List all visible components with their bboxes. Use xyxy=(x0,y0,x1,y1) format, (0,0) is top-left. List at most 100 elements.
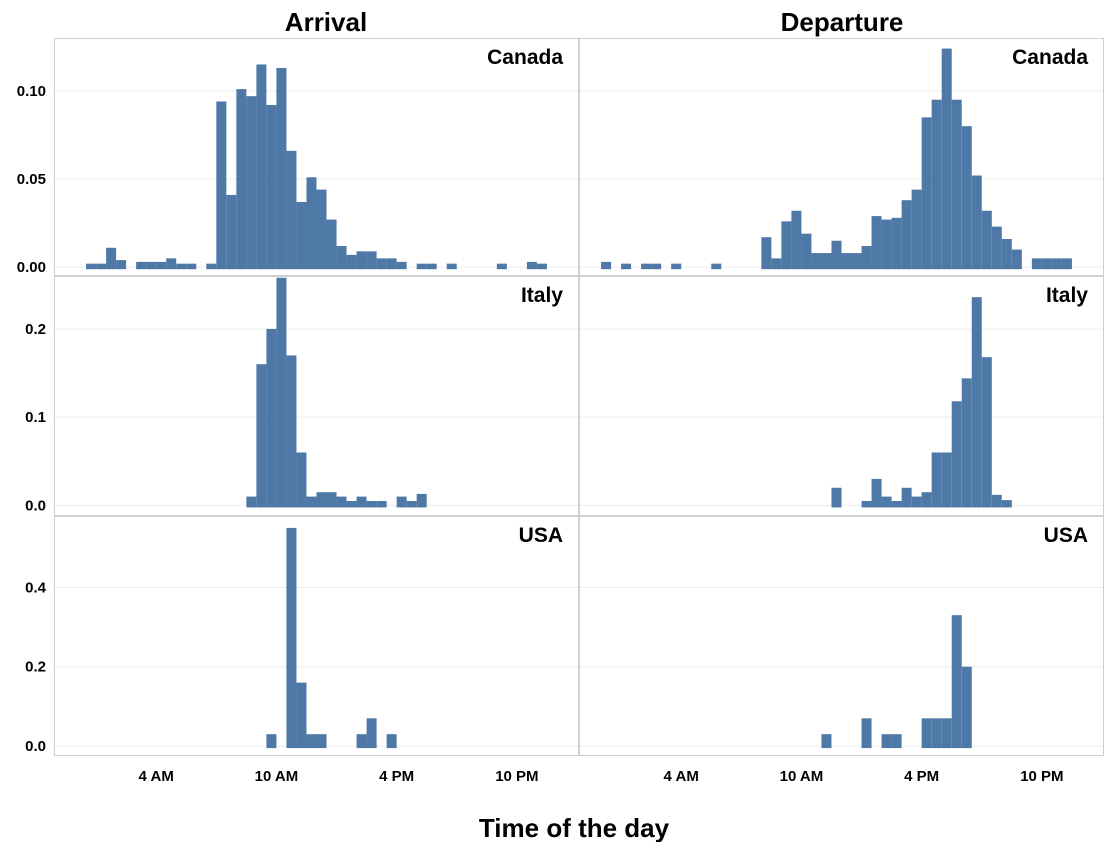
bar-departure-canada-7 xyxy=(771,258,782,270)
column-title-arrival: Arrival xyxy=(285,7,367,37)
panel-label-departure-italy: Italy xyxy=(1046,284,1088,307)
y-tick-label-usa-0: 0.0 xyxy=(25,738,46,755)
panel-label-departure-usa: USA xyxy=(1044,524,1088,547)
bar-arrival-canada-2 xyxy=(106,247,117,270)
bar-departure-canada-22 xyxy=(921,117,932,270)
bar-arrival-italy-1 xyxy=(256,364,267,508)
bar-departure-italy-10 xyxy=(951,401,962,508)
bar-departure-italy-11 xyxy=(961,378,972,508)
bar-departure-canada-12 xyxy=(821,253,832,270)
bar-departure-canada-18 xyxy=(881,219,892,270)
bar-arrival-italy-13 xyxy=(376,501,387,508)
y-tick-label-canada-0: 0.00 xyxy=(17,259,46,276)
bar-arrival-usa-4 xyxy=(316,734,327,749)
bar-departure-italy-5 xyxy=(901,487,912,508)
bar-departure-canada-2 xyxy=(641,263,652,270)
bar-arrival-italy-5 xyxy=(296,452,307,508)
bars-layer xyxy=(86,48,1072,749)
text-layer: Arrival Departure Time of the day 0.00 0.… xyxy=(17,7,1089,842)
bar-arrival-canada-8 xyxy=(176,263,187,270)
x-tick-label-departure-0: 4 AM xyxy=(664,768,699,785)
panel-frame xyxy=(54,38,579,276)
bar-arrival-canada-10 xyxy=(206,263,217,270)
bar-departure-canada-29 xyxy=(991,226,1002,270)
bar-departure-usa-8 xyxy=(961,666,972,749)
bar-arrival-canada-14 xyxy=(246,96,257,270)
bar-departure-italy-15 xyxy=(1001,500,1012,508)
bar-departure-italy-4 xyxy=(891,501,902,508)
bar-departure-usa-6 xyxy=(941,718,952,749)
bar-arrival-italy-7 xyxy=(316,492,327,508)
bar-departure-canada-3 xyxy=(651,263,662,270)
bar-departure-usa-2 xyxy=(881,734,892,749)
bar-departure-usa-4 xyxy=(921,718,932,749)
bar-arrival-canada-13 xyxy=(236,89,247,270)
bar-arrival-canada-4 xyxy=(136,261,147,270)
bar-arrival-italy-6 xyxy=(306,496,317,508)
bar-arrival-usa-7 xyxy=(386,734,397,749)
bar-departure-italy-6 xyxy=(911,496,922,508)
bar-arrival-canada-35 xyxy=(536,263,547,270)
bar-arrival-italy-11 xyxy=(356,496,367,508)
bar-departure-canada-8 xyxy=(781,221,792,270)
bar-departure-canada-28 xyxy=(981,210,992,270)
bar-arrival-usa-5 xyxy=(356,734,367,749)
panel-label-departure-canada: Canada xyxy=(1012,46,1088,69)
bar-arrival-canada-26 xyxy=(366,251,377,270)
bar-departure-usa-7 xyxy=(951,615,962,749)
bar-departure-canada-24 xyxy=(941,48,952,270)
bar-departure-italy-7 xyxy=(921,492,932,508)
frame-layer xyxy=(54,38,1104,756)
bar-departure-canada-13 xyxy=(831,240,842,270)
panel-label-arrival-usa: USA xyxy=(519,524,563,547)
bar-departure-canada-21 xyxy=(911,189,922,270)
bar-departure-usa-1 xyxy=(861,718,872,749)
bar-departure-canada-23 xyxy=(931,99,942,270)
bar-arrival-usa-1 xyxy=(286,527,297,749)
bar-arrival-italy-8 xyxy=(326,492,337,508)
bar-departure-canada-0 xyxy=(601,261,612,270)
x-tick-label-arrival-3: 10 PM xyxy=(495,768,538,785)
bar-arrival-usa-0 xyxy=(266,734,277,749)
bar-arrival-canada-1 xyxy=(96,263,107,270)
bar-arrival-italy-10 xyxy=(346,501,357,508)
x-tick-label-departure-1: 10 AM xyxy=(780,768,824,785)
bar-departure-italy-3 xyxy=(881,496,892,508)
x-tick-label-arrival-1: 10 AM xyxy=(255,768,299,785)
y-tick-label-italy-1: 0.1 xyxy=(25,409,46,426)
bar-departure-canada-1 xyxy=(621,263,632,270)
bar-departure-canada-15 xyxy=(851,253,862,270)
bar-departure-canada-26 xyxy=(961,126,972,270)
bar-departure-italy-13 xyxy=(981,357,992,508)
panel-label-arrival-canada: Canada xyxy=(487,46,563,69)
bar-departure-canada-9 xyxy=(791,210,802,270)
bar-departure-canada-5 xyxy=(711,263,722,270)
bar-arrival-canada-30 xyxy=(416,263,427,270)
bar-arrival-usa-2 xyxy=(296,682,307,749)
panel-frame xyxy=(54,276,579,516)
x-tick-label-arrival-0: 4 AM xyxy=(139,768,174,785)
bar-departure-usa-0 xyxy=(821,734,832,749)
bar-arrival-italy-16 xyxy=(416,493,427,508)
panel-frame xyxy=(579,516,1104,756)
y-tick-label-italy-0: 0.0 xyxy=(25,497,46,514)
bar-departure-canada-35 xyxy=(1061,258,1072,270)
bar-arrival-canada-12 xyxy=(226,194,237,270)
bar-arrival-canada-17 xyxy=(276,67,287,270)
bar-arrival-canada-22 xyxy=(326,219,337,270)
bar-arrival-italy-15 xyxy=(406,501,417,508)
bar-arrival-italy-4 xyxy=(286,355,297,508)
column-title-departure: Departure xyxy=(781,7,904,37)
bar-departure-canada-4 xyxy=(671,263,682,270)
bar-departure-italy-14 xyxy=(991,494,1002,508)
bar-arrival-canada-6 xyxy=(156,261,167,270)
bar-departure-canada-27 xyxy=(971,175,982,270)
bar-departure-canada-6 xyxy=(761,237,772,270)
y-tick-label-italy-2: 0.2 xyxy=(25,321,46,338)
bar-arrival-canada-31 xyxy=(426,263,437,270)
bar-departure-canada-11 xyxy=(811,253,822,270)
bar-departure-canada-10 xyxy=(801,233,812,270)
x-tick-label-departure-3: 10 PM xyxy=(1020,768,1063,785)
bar-arrival-canada-34 xyxy=(526,261,537,270)
